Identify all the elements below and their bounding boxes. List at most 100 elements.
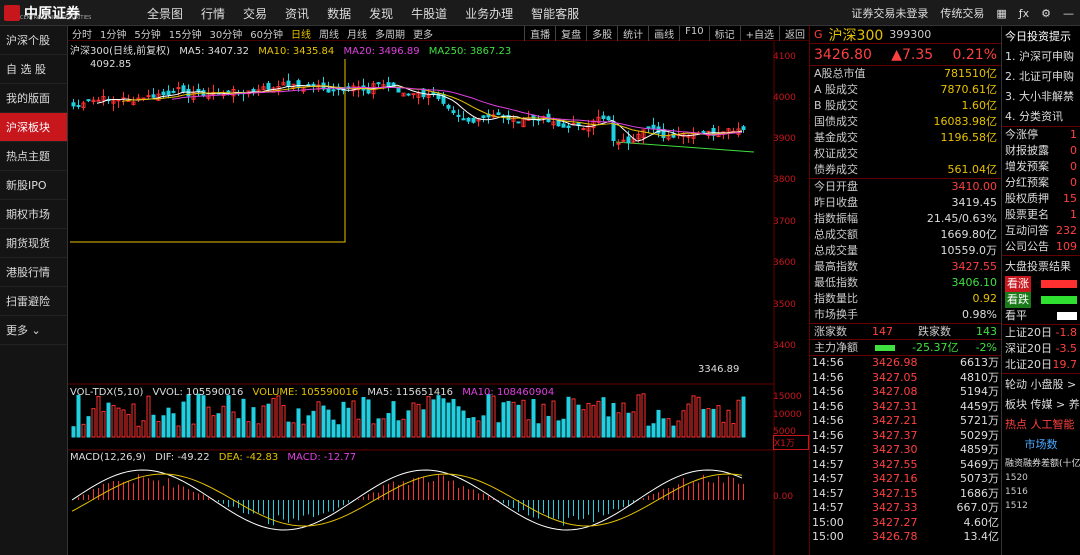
volume-bar <box>416 403 421 438</box>
volume-bar <box>326 409 331 438</box>
candle-body <box>651 124 656 130</box>
settings-icon[interactable]: ⚙ <box>1041 6 1051 20</box>
tool-replay[interactable]: 复盘 <box>555 26 586 41</box>
event-row[interactable]: 财报披露 0 <box>1002 143 1080 159</box>
classic-trade-link[interactable]: 传统交易 <box>940 7 985 20</box>
vote-down[interactable]: 看跌 <box>1002 292 1080 308</box>
timeframe-bar: 分时 1分钟 5分钟 15分钟 30分钟 60分钟 日线 周线 月线 多周期 更… <box>68 26 810 41</box>
volume-bar <box>491 395 496 438</box>
nav-item-business[interactable]: 业务办理 <box>465 7 514 21</box>
event-row[interactable]: 互动问答 232 <box>1002 223 1080 239</box>
vote-up[interactable]: 看涨 <box>1002 276 1080 292</box>
nav-item-news[interactable]: 资讯 <box>285 7 310 21</box>
tf-30m[interactable]: 30分钟 <box>209 29 243 41</box>
candle-body <box>96 99 101 102</box>
volume-bar <box>396 420 401 438</box>
tf-monthly[interactable]: 月线 <box>346 29 367 41</box>
tip-item[interactable]: 2. 北证可申购 <box>1005 70 1074 83</box>
stat-label: 总成交额 <box>814 228 858 241</box>
nav-item-trade[interactable]: 交易 <box>243 7 268 21</box>
nav-item-discover[interactable]: 发现 <box>369 7 394 21</box>
sidebar-item-hk[interactable]: 港股行情 <box>0 258 67 287</box>
tool-live[interactable]: 直播 <box>524 26 555 41</box>
event-row[interactable]: 增发预案 0 <box>1002 159 1080 175</box>
market-data-button[interactable]: 市场数 <box>1024 438 1058 451</box>
event-row[interactable]: 公司公告 109 <box>1002 239 1080 255</box>
tick-time: 14:56 <box>812 385 844 398</box>
nav-item-overview[interactable]: 全景图 <box>147 7 184 21</box>
candle-body <box>596 116 601 123</box>
tick-list[interactable]: 14:56 3426.98 6613万 14:56 3427.05 4810万 14:56 3… <box>810 355 1001 545</box>
tf-intraday[interactable]: 分时 <box>72 29 92 41</box>
tick-time: 14:56 <box>812 414 844 427</box>
nav-item-service[interactable]: 智能客服 <box>531 7 580 21</box>
tf-15m[interactable]: 15分钟 <box>168 29 202 41</box>
volume-bar <box>476 420 481 438</box>
nav-item-data[interactable]: 数据 <box>327 7 352 21</box>
tip-item[interactable]: 1. 沪深可申购 <box>1005 50 1074 63</box>
tip-item[interactable]: 3. 大小非解禁 <box>1005 90 1074 103</box>
tf-5m[interactable]: 5分钟 <box>134 29 161 41</box>
tick-row: 14:56 3427.05 4810万 <box>810 371 1001 386</box>
vol-tick: 10000 <box>773 410 802 420</box>
sidebar-item-sectors[interactable]: 沪深板块 <box>0 113 67 142</box>
login-status[interactable]: 证券交易未登录 <box>851 7 929 20</box>
event-row[interactable]: 今涨停 1 <box>1002 127 1080 143</box>
quote-name: 沪深300 <box>828 27 884 44</box>
tool-multi[interactable]: 多股 <box>586 26 617 41</box>
tf-daily[interactable]: 日线 <box>290 29 311 41</box>
sidebar-item-watchlist[interactable]: 自 选 股 <box>0 55 67 84</box>
sidebar-item-more[interactable]: 更多 ⌄ <box>0 316 67 345</box>
sidebar-item-themes[interactable]: 热点主题 <box>0 142 67 171</box>
volume-bar <box>551 400 556 438</box>
grid-icon[interactable]: ▦ <box>996 6 1007 20</box>
stat-value: 781510亿 <box>944 67 997 80</box>
tf-weekly[interactable]: 周线 <box>318 29 339 41</box>
tf-1m[interactable]: 1分钟 <box>100 29 127 41</box>
tool-f10[interactable]: F10 <box>679 26 708 41</box>
tf-60m[interactable]: 60分钟 <box>250 29 283 41</box>
volume-bar <box>231 411 236 438</box>
stat-label: 最高指数 <box>814 260 858 273</box>
sidebar-item-risk[interactable]: 扫雷避险 <box>0 287 67 316</box>
tool-back[interactable]: 返回 <box>779 26 810 41</box>
candle-body <box>366 88 371 94</box>
stat-value: 0.92 <box>972 292 998 305</box>
nav-item-quotes[interactable]: 行情 <box>201 7 226 21</box>
tool-stats[interactable]: 统计 <box>617 26 648 41</box>
sidebar-item-layout[interactable]: 我的版面 <box>0 84 67 113</box>
volume-bar <box>471 417 476 438</box>
vote-flat[interactable]: 看平 <box>1002 308 1080 324</box>
tool-mark[interactable]: 标记 <box>708 26 740 41</box>
volume-bar <box>571 398 576 438</box>
tick-price: 3427.21 <box>872 414 918 427</box>
event-row[interactable]: 股票更名 1 <box>1002 207 1080 223</box>
chart-svg[interactable] <box>68 26 810 555</box>
tip-item[interactable]: 4. 分类资讯 <box>1005 110 1063 123</box>
vol-tick: 5000 <box>773 427 796 437</box>
formula-icon[interactable]: ƒx <box>1018 6 1030 20</box>
rotation-row[interactable]: 热点 人工智能 <box>1005 418 1075 431</box>
sidebar-item-ipo[interactable]: 新股IPO <box>0 171 67 200</box>
sidebar-item-futures[interactable]: 期货现货 <box>0 229 67 258</box>
tool-draw[interactable]: 画线 <box>648 26 679 41</box>
macd-legend-name: MACD(12,26,9) <box>70 452 146 463</box>
volume-bar <box>626 412 631 438</box>
tick-price: 3427.55 <box>872 457 918 471</box>
tf-more[interactable]: 更多 <box>412 29 433 41</box>
sidebar-item-stocks[interactable]: 沪深个股 <box>0 26 67 55</box>
nav-item-bull[interactable]: 牛股道 <box>411 7 448 21</box>
event-row[interactable]: 股权质押 15 <box>1002 191 1080 207</box>
rotation-row[interactable]: 轮动 小盘股 > <box>1002 373 1080 394</box>
tool-add-watch[interactable]: +自选 <box>739 26 779 41</box>
rotation-row[interactable]: 板块 传媒 > 养 <box>1005 398 1080 411</box>
volume-bar <box>161 415 166 438</box>
volume-bar <box>131 403 136 438</box>
minimize-icon[interactable]: — <box>1063 6 1074 20</box>
tick-row: 14:56 3427.37 5029万 <box>810 429 1001 444</box>
event-row[interactable]: 分红预案 0 <box>1002 175 1080 191</box>
stat-label: 指数振幅 <box>814 212 858 225</box>
sidebar-item-options[interactable]: 期权市场 <box>0 200 67 229</box>
tf-multi[interactable]: 多周期 <box>374 29 405 41</box>
candle-body <box>146 95 151 98</box>
